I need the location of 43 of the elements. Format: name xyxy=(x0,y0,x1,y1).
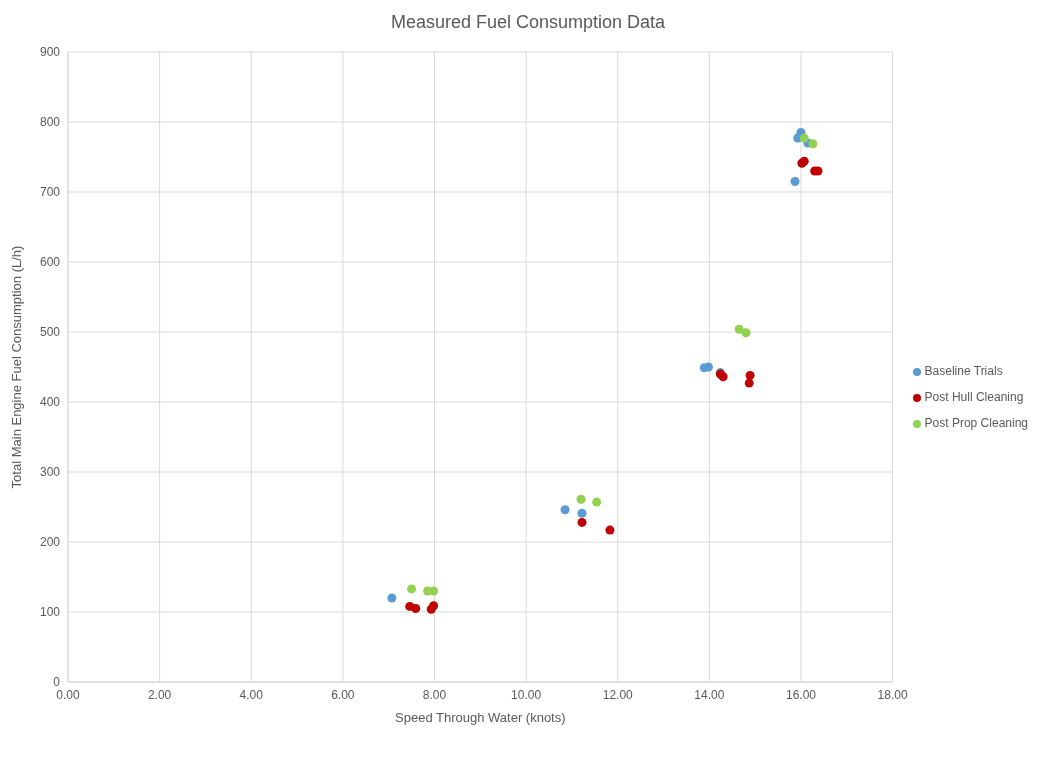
x-tick-label: 2.00 xyxy=(147,687,172,702)
y-tick-label: 100 xyxy=(39,605,61,620)
x-tick-label: 18.00 xyxy=(877,687,908,702)
point xyxy=(744,378,754,388)
y-tick-label: 0 xyxy=(53,675,61,690)
y-tick-label: 600 xyxy=(39,255,61,270)
point xyxy=(577,508,587,518)
point xyxy=(745,370,755,380)
y-tick-label: 900 xyxy=(39,45,61,60)
y-tick-label: 700 xyxy=(39,185,61,200)
point xyxy=(577,517,587,527)
y-axis-title: Total Main Engine Fuel Consumption (L/h) xyxy=(8,245,24,489)
legend-label: Post Prop Cleaning xyxy=(924,416,1028,430)
point xyxy=(387,593,397,603)
y-tick-label: 200 xyxy=(39,535,61,550)
x-tick-label: 8.00 xyxy=(422,687,447,702)
x-tick-label: 10.00 xyxy=(511,687,542,702)
point xyxy=(429,586,439,596)
legend-label: Baseline Trials xyxy=(924,364,1003,378)
point xyxy=(411,603,421,614)
x-tick-label: 12.00 xyxy=(602,687,634,702)
point xyxy=(799,133,809,143)
x-tick-label: 16.00 xyxy=(785,687,817,702)
x-tick-label: 6.00 xyxy=(331,687,355,702)
point xyxy=(592,497,602,507)
chart-title: Measured Fuel Consumption Data xyxy=(389,11,667,34)
y-tick-label: 500 xyxy=(39,325,61,340)
x-tick-label: 0.00 xyxy=(56,687,80,702)
x-axis-title: Speed Through Water (knots) xyxy=(395,710,566,725)
point xyxy=(734,324,744,334)
point xyxy=(407,584,417,594)
point xyxy=(560,505,570,515)
point xyxy=(605,525,615,535)
y-tick-label: 400 xyxy=(39,395,61,410)
point xyxy=(808,139,818,149)
y-tick-label: 300 xyxy=(39,465,61,480)
point xyxy=(741,328,751,338)
legend-label: Post Hull Cleaning xyxy=(924,390,1024,404)
x-tick-label: 4.00 xyxy=(239,687,264,702)
point xyxy=(576,494,586,504)
point xyxy=(790,176,800,187)
x-tick-label: 14.00 xyxy=(694,687,725,702)
y-tick-label: 800 xyxy=(39,115,61,130)
